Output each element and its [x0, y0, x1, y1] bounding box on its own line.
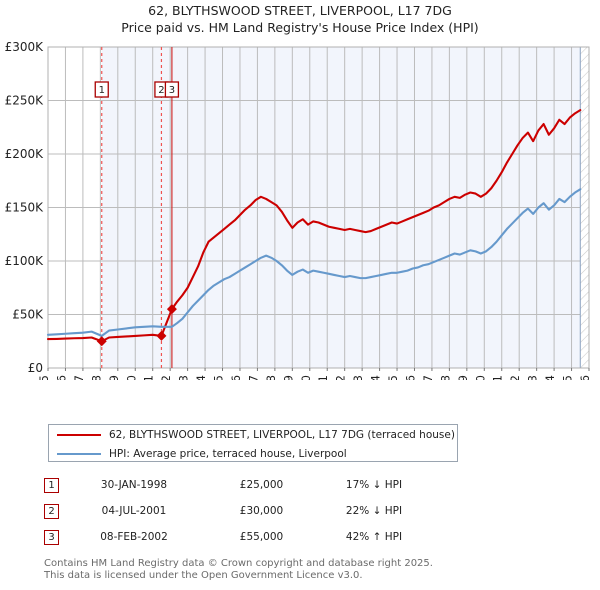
- title-line-2: Price paid vs. HM Land Registry's House …: [121, 20, 479, 35]
- transaction-marker-1: 1: [44, 477, 59, 493]
- svg-text:2008: 2008: [264, 375, 278, 380]
- svg-text:£150K: £150K: [5, 201, 45, 215]
- svg-text:2004: 2004: [194, 375, 208, 380]
- svg-text:£50K: £50K: [12, 308, 44, 322]
- svg-text:£200K: £200K: [5, 147, 45, 161]
- svg-text:2022: 2022: [508, 375, 522, 380]
- footer-line-2: This data is licensed under the Open Gov…: [44, 570, 363, 581]
- svg-text:2024: 2024: [543, 375, 557, 380]
- svg-text:2025: 2025: [561, 375, 575, 380]
- footer-line-1: Contains HM Land Registry data © Crown c…: [44, 558, 433, 569]
- transaction-price-3: £55,000: [239, 531, 284, 543]
- svg-text:2003: 2003: [177, 375, 191, 380]
- svg-text:2018: 2018: [438, 375, 452, 380]
- svg-text:2: 2: [158, 85, 164, 96]
- transaction-marker-2: 2: [44, 503, 59, 519]
- svg-text:2005: 2005: [212, 375, 226, 380]
- svg-text:2021: 2021: [491, 375, 505, 380]
- svg-text:2002: 2002: [159, 375, 173, 380]
- title-line-1: 62, BLYTHSWOOD STREET, LIVERPOOL, L17 7D…: [148, 3, 452, 18]
- transaction-date-3: 08-FEB-2002: [100, 531, 168, 543]
- legend-label-hpi: HPI: Average price, terraced house, Live…: [109, 447, 347, 460]
- transaction-price-1: £25,000: [239, 479, 284, 491]
- svg-text:2015: 2015: [386, 375, 400, 380]
- table-row: 3 08-FEB-2002 £55,000 42% ↑ HPI: [44, 524, 514, 550]
- legend-swatch-hpi: [57, 452, 101, 455]
- transaction-date-2: 04-JUL-2001: [101, 505, 167, 517]
- transaction-hpi-delta-2: 22% ↓ HPI: [345, 505, 403, 517]
- svg-text:£100K: £100K: [5, 254, 45, 268]
- svg-text:£250K: £250K: [5, 94, 45, 108]
- chart-legend: 62, BLYTHSWOOD STREET, LIVERPOOL, L17 7D…: [48, 424, 458, 462]
- legend-item-hpi: HPI: Average price, terraced house, Live…: [49, 444, 457, 463]
- svg-text:2007: 2007: [246, 375, 260, 380]
- table-row: 1 30-JAN-1998 £25,000 17% ↓ HPI: [44, 472, 514, 498]
- svg-text:1996: 1996: [54, 375, 68, 380]
- svg-text:2019: 2019: [456, 375, 470, 380]
- svg-text:2014: 2014: [369, 375, 383, 380]
- transaction-hpi-delta-3: 42% ↑ HPI: [345, 531, 403, 543]
- transaction-price-2: £30,000: [239, 505, 284, 517]
- svg-text:2013: 2013: [351, 375, 365, 380]
- table-row: 2 04-JUL-2001 £30,000 22% ↓ HPI: [44, 498, 514, 524]
- svg-text:2016: 2016: [403, 375, 417, 380]
- svg-text:2012: 2012: [334, 375, 348, 380]
- svg-text:2006: 2006: [229, 375, 243, 380]
- svg-text:2020: 2020: [473, 375, 487, 380]
- svg-text:£0: £0: [28, 361, 43, 375]
- svg-text:2026: 2026: [578, 375, 592, 380]
- svg-text:3: 3: [169, 85, 175, 96]
- legend-label-price-paid: 62, BLYTHSWOOD STREET, LIVERPOOL, L17 7D…: [109, 428, 455, 441]
- transaction-marker-3: 3: [44, 529, 59, 545]
- chart-svg: £0£50K£100K£150K£200K£250K£300K123199519…: [5, 40, 592, 380]
- footer-attribution: Contains HM Land Registry data © Crown c…: [44, 558, 564, 582]
- legend-item-price-paid: 62, BLYTHSWOOD STREET, LIVERPOOL, L17 7D…: [49, 425, 457, 444]
- transactions-table: 1 30-JAN-1998 £25,000 17% ↓ HPI 2 04-JUL…: [44, 472, 514, 550]
- svg-text:2001: 2001: [142, 375, 156, 380]
- price-history-chart: £0£50K£100K£150K£200K£250K£300K123199519…: [0, 40, 600, 380]
- svg-text:1995: 1995: [37, 375, 51, 380]
- svg-text:2023: 2023: [526, 375, 540, 380]
- svg-text:2009: 2009: [281, 375, 295, 380]
- svg-text:2011: 2011: [316, 375, 330, 380]
- transaction-date-1: 30-JAN-1998: [100, 479, 168, 491]
- svg-text:1998: 1998: [89, 375, 103, 380]
- svg-text:2010: 2010: [299, 375, 313, 380]
- legend-swatch-price-paid: [57, 433, 101, 436]
- svg-text:1: 1: [99, 85, 105, 96]
- svg-text:1999: 1999: [107, 375, 121, 380]
- chart-title-block: 62, BLYTHSWOOD STREET, LIVERPOOL, L17 7D…: [0, 2, 600, 36]
- svg-text:2017: 2017: [421, 375, 435, 380]
- svg-text:2000: 2000: [124, 375, 138, 380]
- transaction-hpi-delta-1: 17% ↓ HPI: [345, 479, 403, 491]
- svg-text:£300K: £300K: [5, 40, 45, 54]
- svg-text:1997: 1997: [72, 375, 86, 380]
